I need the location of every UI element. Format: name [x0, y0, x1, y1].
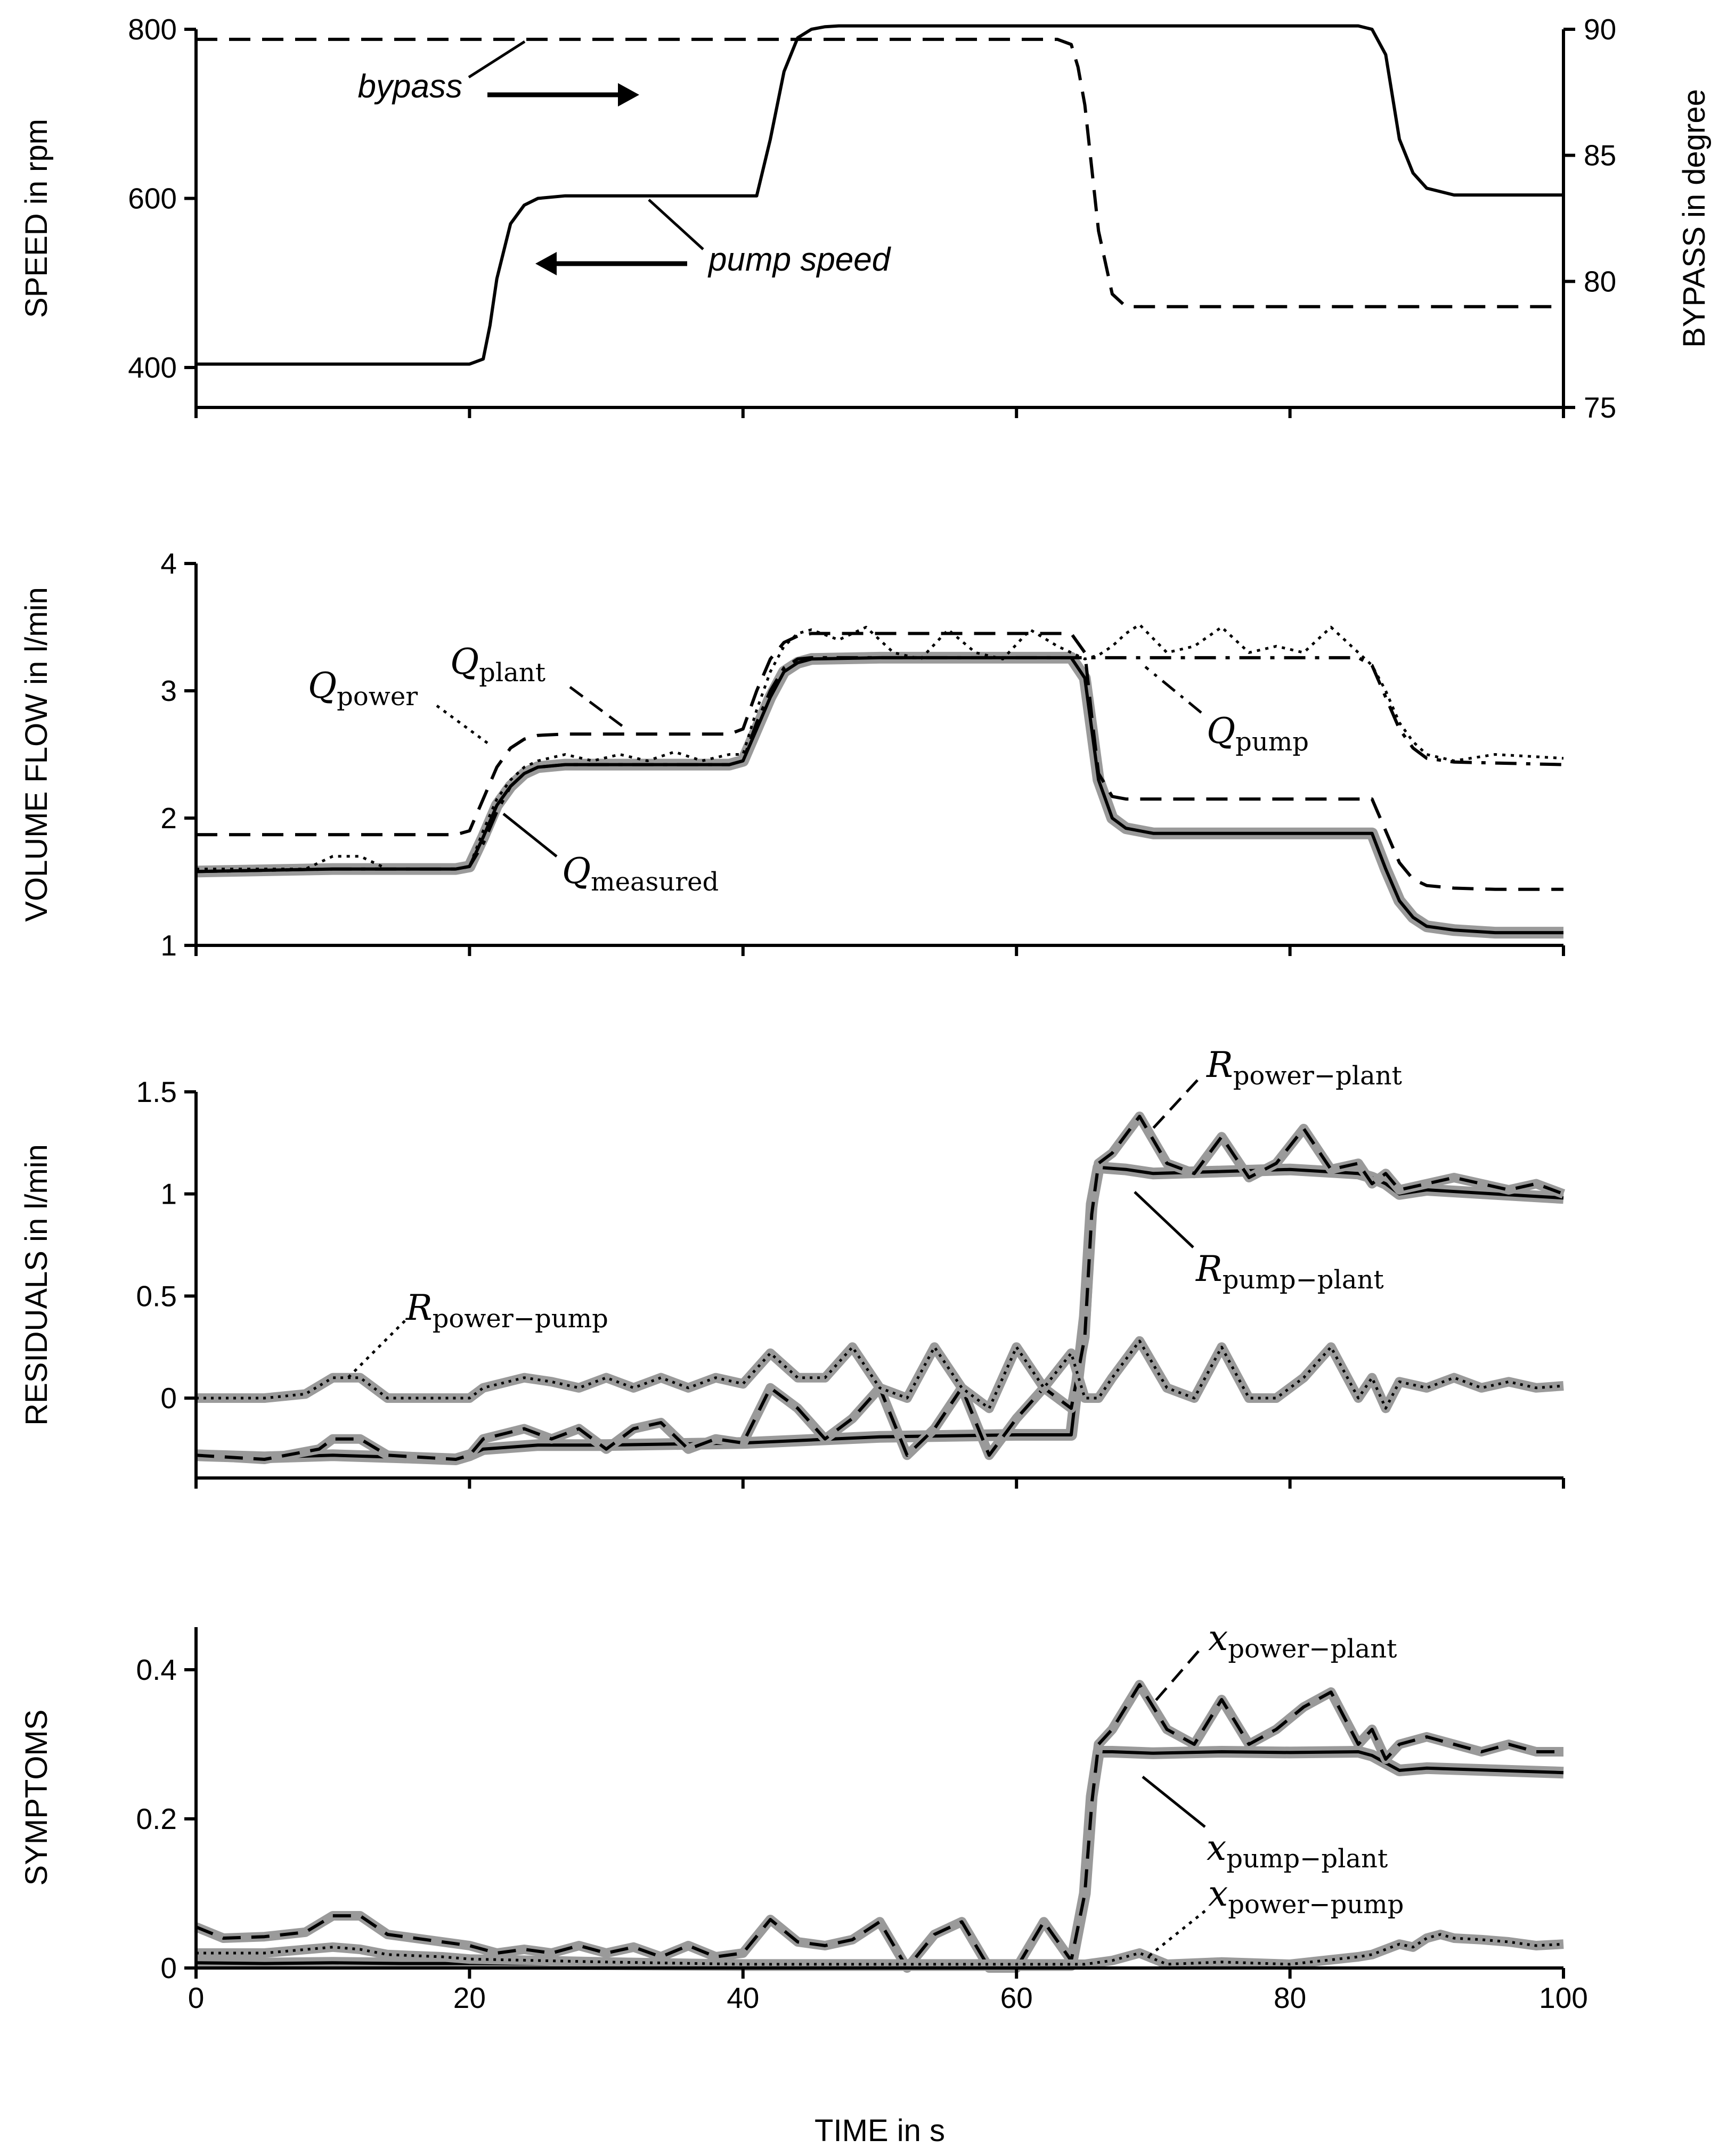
series-q-plant-line: [196, 632, 1563, 891]
series-r-power-plant-line: [196, 1115, 1565, 1461]
symptoms-panel: 0 20 40 60 80 100 0 0.2 0.4 SYMPTOMS TIME in s xpow…: [19, 1618, 1588, 2148]
q-plant-leader: [569, 685, 630, 732]
x-tick-label: 40: [727, 1981, 759, 2014]
series-r-power-pump-band: [196, 1336, 1564, 1414]
y-tick-label: 0.4: [136, 1653, 177, 1686]
y-tick-label: 0.5: [136, 1279, 177, 1312]
y-tick-label: 2: [160, 802, 177, 835]
x-tick-label: 0: [188, 1981, 205, 2014]
y-tick-label: 600: [128, 182, 177, 215]
r-power-plant-label: Rpower−plant: [1206, 1044, 1402, 1091]
q-power-label: Qpower: [308, 665, 418, 712]
series-pump-speed-line: [196, 24, 1563, 366]
y-tick-label: 4: [160, 547, 177, 580]
x-tick-label: 20: [453, 1981, 486, 2014]
bypass-leader: [468, 40, 526, 79]
x-tick-label: 100: [1539, 1981, 1588, 2014]
residuals-panel: 0 0.5 1 1.5 RESIDUALS in l/min Rpower−plant Rp…: [19, 1044, 1566, 1489]
y-axis-title: RESIDUALS in l/min: [19, 1144, 54, 1426]
y-tick-label: 1: [160, 1178, 177, 1211]
x-pump-plant-leader: [1142, 1776, 1206, 1828]
series-x-power-plant-line: [195, 1683, 1563, 1970]
volume-flow-panel: 1 2 3 4 VOLUME FLOW in l/min Qpower Qplant Qmea…: [19, 547, 1565, 962]
series-x-power-plant-band: [194, 1680, 1563, 1973]
right-y-tick-label: 75: [1584, 391, 1616, 424]
x-power-pump-label: xpower−pump: [1208, 1873, 1404, 1920]
y-tick-label: 1: [160, 929, 177, 962]
bypass-label: bypass: [358, 68, 462, 105]
x-axis-title: TIME in s: [814, 2113, 945, 2148]
r-power-pump-leader: [345, 1320, 406, 1381]
series-r-pump-plant-line: [196, 1165, 1564, 1461]
x-tick-label: 60: [1000, 1981, 1033, 2014]
series-r-pump-plant-band: [196, 1161, 1564, 1465]
y-tick-label: 0.2: [136, 1802, 177, 1835]
x-tick-label: 80: [1274, 1981, 1306, 2014]
q-power-leader: [436, 704, 488, 745]
x-power-plant-label: xpower−plant: [1208, 1618, 1397, 1664]
pump-speed-label: pump speed: [707, 241, 892, 278]
bypass-arrow-head: [618, 83, 639, 107]
x-pump-plant-label: xpump−plant: [1207, 1827, 1388, 1874]
series-x-power-pump-band: [196, 1930, 1564, 1969]
y-tick-label: 0: [160, 1951, 177, 1985]
q-measured-label: Qmeasured: [562, 851, 719, 897]
r-power-plant-leader: [1152, 1079, 1199, 1129]
right-y-tick-label: 90: [1584, 13, 1616, 46]
series-bypass-line: [196, 37, 1563, 308]
series-q-pump-line: [196, 656, 1564, 873]
y-tick-label: 1.5: [136, 1075, 177, 1108]
right-y-tick-label: 85: [1584, 139, 1616, 172]
pump-speed-arrow-head: [535, 252, 557, 275]
y-tick-label: 800: [128, 13, 177, 46]
q-pump-label: Qpump: [1207, 710, 1309, 757]
r-pump-plant-label: Rpump−plant: [1195, 1248, 1384, 1295]
y-axis-title: SYMPTOMS: [19, 1710, 54, 1886]
x-power-pump-leader: [1144, 1910, 1206, 1960]
pump-speed-leader: [648, 199, 704, 250]
r-pump-plant-leader: [1134, 1191, 1194, 1248]
q-pump-leader: [1144, 666, 1202, 714]
y-axis-title: VOLUME FLOW in l/min: [19, 587, 54, 921]
y-tick-label: 3: [160, 674, 177, 707]
q-plant-label: Qplant: [450, 641, 545, 688]
q-measured-leader: [502, 813, 558, 858]
right-y-axis-title: BYPASS in degree: [1677, 89, 1712, 348]
y-axis-title: SPEED in rpm: [19, 119, 54, 318]
r-power-pump-label: Rpower−pump: [405, 1287, 608, 1334]
right-y-tick-label: 80: [1584, 265, 1616, 298]
y-tick-label: 0: [160, 1382, 177, 1415]
x-power-plant-leader: [1152, 1650, 1200, 1704]
y-tick-label: 400: [128, 351, 177, 384]
speed-bypass-panel: 400 600 800 SPEED in rpm 75 80 85 90 BYPASS in d…: [19, 13, 1712, 424]
series-q-power-line: [196, 623, 1564, 871]
